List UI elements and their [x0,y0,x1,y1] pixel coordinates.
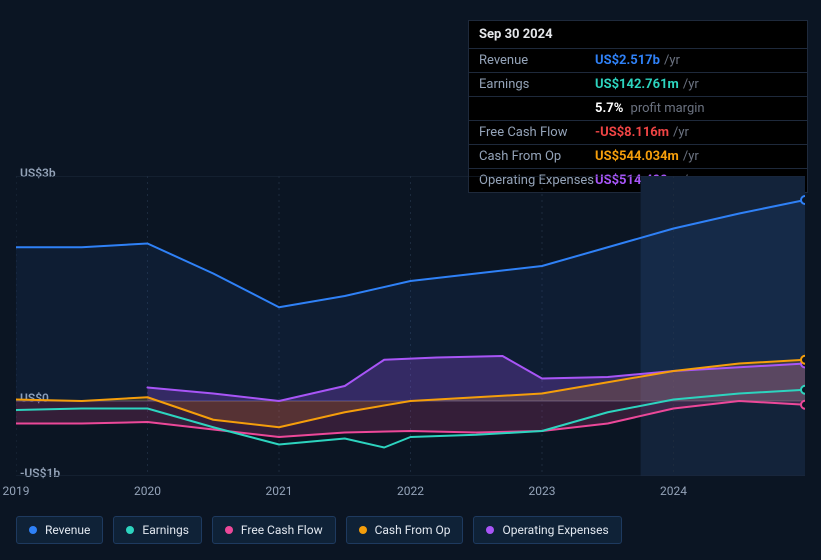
tooltip-row: 5.7% profit margin [469,96,807,120]
legend-label: Revenue [45,523,90,537]
legend-label: Earnings [142,523,189,537]
tooltip-metric-value: US$142.761m/yr [595,77,699,92]
legend-swatch [225,526,233,534]
tooltip-row: Cash From OpUS$544.034m/yr [469,144,807,168]
legend-label: Operating Expenses [502,523,608,537]
chart-container: Sep 30 2024 RevenueUS$2.517b/yrEarningsU… [0,0,821,560]
tooltip-metric-label: Free Cash Flow [479,125,595,140]
legend-item-revenue[interactable]: Revenue [16,516,103,544]
legend-swatch [359,526,367,534]
x-axis: 201920202021202220232024 [16,484,805,504]
legend-label: Cash From Op [375,523,451,537]
legend-swatch [126,526,134,534]
tooltip-metric-value: -US$8.116m/yr [595,125,689,140]
x-axis-label: 2023 [529,484,556,498]
tooltip-metric-value: US$544.034m/yr [595,149,699,164]
tooltip-metric-label: Earnings [479,77,595,92]
x-axis-label: 2020 [134,484,161,498]
tooltip-metric-value: US$2.517b/yr [595,53,680,68]
legend-item-free-cash-flow[interactable]: Free Cash Flow [212,516,336,544]
legend-swatch [29,526,37,534]
data-tooltip: Sep 30 2024 RevenueUS$2.517b/yrEarningsU… [468,20,808,193]
legend-item-cash-from-op[interactable]: Cash From Op [346,516,464,544]
tooltip-date: Sep 30 2024 [469,21,807,49]
x-axis-label: 2024 [660,484,687,498]
tooltip-row: EarningsUS$142.761m/yr [469,72,807,96]
legend: Revenue Earnings Free Cash Flow Cash From O… [16,516,622,544]
tooltip-metric-label: Revenue [479,53,595,68]
x-axis-label: 2022 [397,484,424,498]
tooltip-metric-label: Cash From Op [479,149,595,164]
tooltip-row: Free Cash Flow-US$8.116m/yr [469,120,807,144]
legend-item-earnings[interactable]: Earnings [113,516,202,544]
legend-label: Free Cash Flow [241,523,323,537]
line-chart[interactable] [16,176,805,476]
x-axis-label: 2019 [3,484,30,498]
legend-swatch [486,526,494,534]
x-axis-label: 2021 [266,484,293,498]
legend-item-operating-expenses[interactable]: Operating Expenses [473,516,621,544]
tooltip-row: RevenueUS$2.517b/yr [469,49,807,72]
